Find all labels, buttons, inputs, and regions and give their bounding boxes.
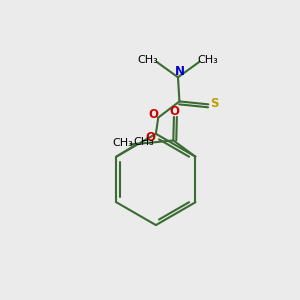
Text: N: N: [174, 65, 184, 78]
Text: O: O: [169, 105, 179, 118]
Text: CH₃: CH₃: [198, 55, 218, 64]
Text: CH₃: CH₃: [133, 137, 154, 148]
Text: O: O: [146, 131, 155, 144]
Text: S: S: [211, 97, 219, 110]
Text: CH₃: CH₃: [138, 55, 158, 64]
Text: O: O: [148, 108, 158, 121]
Text: CH₃: CH₃: [112, 138, 133, 148]
